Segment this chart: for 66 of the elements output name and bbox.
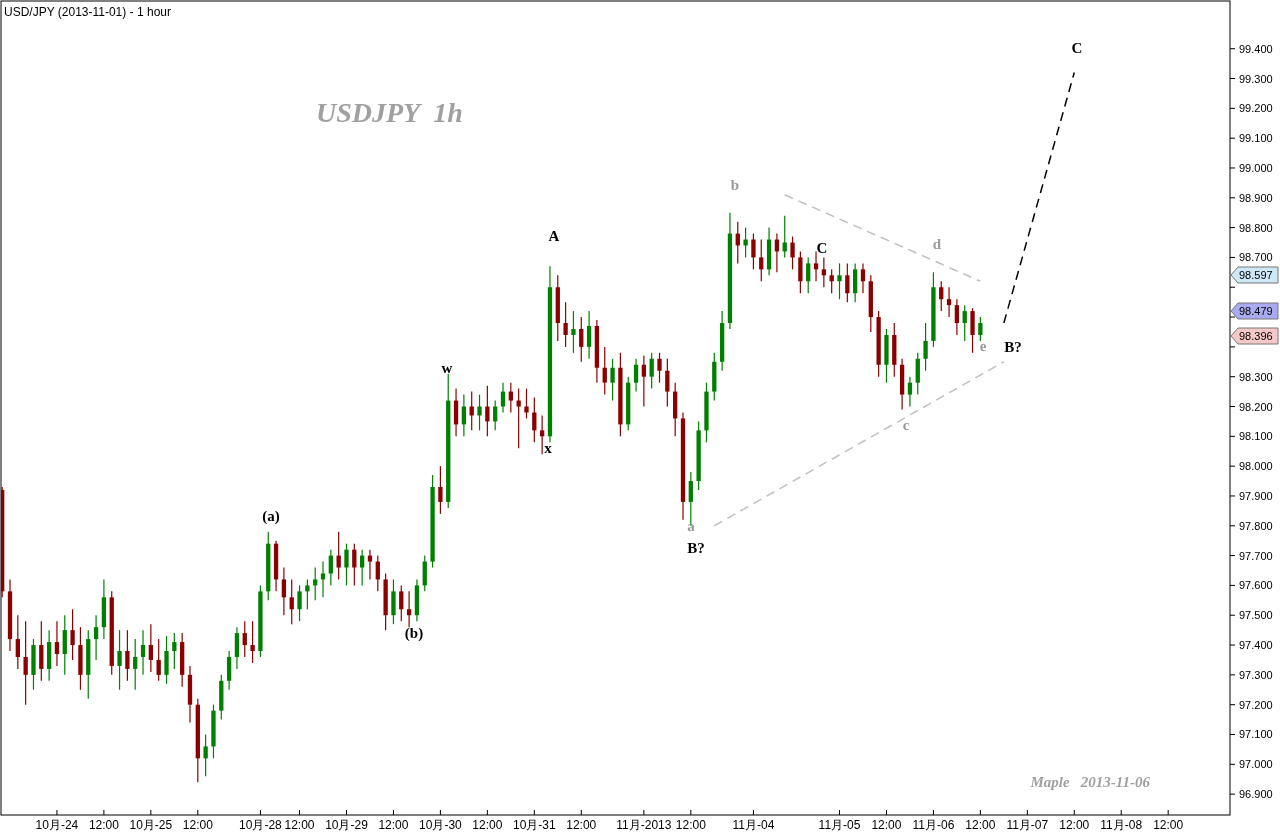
y-tick-label: 97.400 — [1239, 639, 1273, 652]
annotation: C — [1071, 40, 1083, 56]
annotation: C — [816, 240, 828, 256]
y-tick-label: 97.200 — [1239, 698, 1273, 711]
x-tick-label: 12:00 — [88, 818, 120, 832]
x-tick-label: 10月-25 — [129, 818, 173, 832]
x-tick-label: 12:00 — [871, 818, 902, 832]
x-tick-label: 10月-24 — [35, 818, 79, 832]
x-tick-label: 11月-06 — [912, 818, 955, 832]
y-tick-label: 97.900 — [1239, 489, 1273, 502]
annotation: (a) — [262, 508, 280, 525]
annotation: B? — [1004, 339, 1022, 355]
y-tick-label: 97.800 — [1239, 519, 1273, 532]
chart-title: USD/JPY (2013-11-01) - 1 hour — [4, 5, 171, 19]
annotation: w — [441, 360, 453, 376]
annotation: x — [544, 440, 553, 456]
y-tick-label: 99.200 — [1239, 102, 1273, 115]
x-tick-label: 12:00 — [1153, 818, 1184, 832]
x-tick-label: 10月-30 — [419, 818, 463, 832]
x-tick-label: 12:00 — [182, 818, 214, 832]
price-tag: 98.479 — [1230, 302, 1279, 320]
y-tick-label: 99.100 — [1239, 132, 1273, 145]
x-tick-label: 11月-04 — [732, 818, 775, 832]
annotation: a — [687, 518, 696, 534]
annotation: B? — [687, 540, 705, 556]
x-tick-label: 11月-05 — [818, 818, 861, 832]
annotation: e — [979, 338, 987, 354]
y-tick-label: 98.200 — [1239, 400, 1273, 413]
annotation: d — [932, 236, 942, 252]
y-tick-label: 97.100 — [1239, 728, 1273, 741]
y-tick-label: 98.700 — [1239, 251, 1273, 264]
text: USDJPY 1h — [316, 97, 463, 128]
x-tick-label: 11月-08 — [1100, 818, 1143, 832]
y-tick-label: 97.600 — [1239, 579, 1273, 592]
x-tick-label: 12:00 — [965, 818, 996, 832]
annotation: Maple 2013-11-06 — [1029, 774, 1151, 790]
y-tick-label: 99.400 — [1239, 42, 1273, 55]
y-tick-label: 97.500 — [1239, 609, 1273, 622]
y-tick-label: 98.100 — [1239, 430, 1273, 443]
y-tick-label: 99.000 — [1239, 161, 1273, 174]
price-tag: 98.597 — [1230, 266, 1279, 284]
x-tick-label: 12:00 — [472, 818, 503, 832]
y-tick-label: 98.000 — [1239, 460, 1273, 473]
annotation: (b) — [404, 625, 424, 642]
x-tick-label: 11月-07 — [1006, 818, 1049, 832]
x-tick-label: 12:00 — [566, 818, 597, 832]
x-tick-label: 12:00 — [284, 818, 315, 832]
y-tick-label: 98.300 — [1239, 370, 1273, 383]
y-tick-label: 96.900 — [1239, 788, 1273, 801]
x-tick-label: 12:00 — [1059, 818, 1090, 832]
y-tick-label: 97.300 — [1239, 668, 1273, 681]
y-tick-label: 99.300 — [1239, 72, 1273, 85]
price-tag: 98.396 — [1230, 327, 1279, 345]
x-tick-label: 10月-28 — [239, 818, 283, 832]
x-tick-label: 12:00 — [675, 818, 707, 832]
y-tick-label: 98.900 — [1239, 191, 1273, 204]
x-tick-label: 10月-31 — [512, 818, 556, 832]
annotation: b — [730, 177, 740, 193]
y-tick-label: 97.700 — [1239, 549, 1273, 562]
annotation: A — [548, 228, 560, 244]
annotation: c — [902, 417, 910, 433]
y-tick-label: 98.800 — [1239, 221, 1273, 234]
x-tick-label: 10月-29 — [325, 818, 369, 832]
x-tick-label: 11月-2013 — [616, 818, 672, 832]
x-tick-label: 12:00 — [378, 818, 409, 832]
y-tick-label: 97.000 — [1239, 758, 1273, 771]
